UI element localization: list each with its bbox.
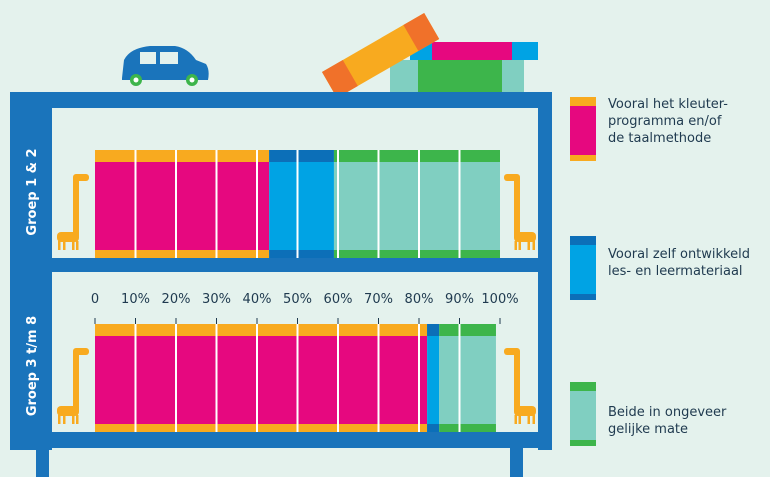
giraffe: [57, 174, 89, 250]
giraffe-leg: [518, 241, 521, 250]
legend-label: Vooral zelf ontwikkeld les- en leermater…: [608, 247, 750, 279]
legend-swatch: [570, 236, 596, 300]
car-decoration: [122, 46, 209, 86]
x-tick-label: 20%: [162, 292, 191, 307]
bar-strip: [439, 424, 496, 432]
giraffe: [504, 348, 536, 424]
bar: [95, 324, 428, 432]
bar-strip: [427, 424, 440, 432]
bar-strip: [269, 250, 334, 258]
bar: [333, 150, 500, 258]
x-tick-label: 70%: [364, 292, 393, 307]
x-tick-label: 30%: [202, 292, 231, 307]
x-tick-label: 100%: [481, 292, 518, 307]
giraffe-leg: [514, 241, 517, 250]
giraffe-decoration: [57, 174, 536, 424]
giraffe-leg: [58, 415, 61, 424]
bar: [269, 150, 334, 258]
legend-label: Vooral het kleuter- programma en/of de t…: [608, 97, 728, 146]
bar-strip: [427, 324, 440, 336]
x-tick-label: 60%: [324, 292, 353, 307]
legend-swatch-strip: [570, 294, 596, 300]
x-tick-label: 40%: [243, 292, 272, 307]
bar-strip: [95, 150, 270, 162]
bar-strip: [439, 324, 496, 336]
legend-swatch-strip: [570, 155, 596, 161]
giraffe-leg: [63, 415, 66, 424]
x-tick-label: 50%: [283, 292, 312, 307]
giraffe-leg: [72, 415, 75, 424]
legend-swatch-strip: [570, 382, 596, 391]
giraffe: [504, 174, 536, 250]
bar-strip: [269, 150, 334, 162]
legend-label: Beide in ongeveer gelijke mate: [608, 405, 727, 437]
legend-swatch-strip: [570, 236, 596, 245]
giraffe-head: [73, 174, 89, 181]
bar-strip: [95, 324, 428, 336]
bar-strip: [95, 250, 270, 258]
shelf: [10, 92, 552, 477]
giraffe-leg: [518, 415, 521, 424]
legend-swatch-strip: [570, 440, 596, 446]
giraffe-leg: [532, 415, 535, 424]
giraffe-leg: [58, 241, 61, 250]
bar: [427, 324, 440, 432]
books-decoration: [322, 13, 538, 98]
giraffe-leg: [63, 241, 66, 250]
bar: [439, 324, 496, 432]
legend-swatch: [570, 382, 596, 446]
x-tick-label: 0: [91, 292, 99, 307]
legend-swatch-strip: [570, 97, 596, 106]
giraffe-leg: [527, 241, 530, 250]
giraffe-neck: [73, 178, 79, 238]
bar-strip: [95, 424, 428, 432]
giraffe-leg: [532, 241, 535, 250]
x-tick-label: 10%: [121, 292, 150, 307]
category-label: Groep 1 & 2: [25, 148, 40, 235]
giraffe-leg: [527, 415, 530, 424]
x-tick-label: 90%: [445, 292, 474, 307]
giraffe-leg: [514, 415, 517, 424]
giraffe: [57, 348, 89, 424]
bar-strip: [333, 250, 500, 258]
giraffe-head: [504, 348, 520, 355]
x-tick-label: 80%: [405, 292, 434, 307]
bar-strip: [333, 150, 500, 162]
giraffe-neck: [73, 352, 79, 412]
giraffe-leg: [76, 415, 79, 424]
giraffe-neck: [514, 178, 520, 238]
giraffe-neck: [514, 352, 520, 412]
giraffe-head: [73, 348, 89, 355]
giraffe-leg: [76, 241, 79, 250]
giraffe-leg: [72, 241, 75, 250]
giraffe-head: [504, 174, 520, 181]
category-label: Groep 3 t/m 8: [25, 316, 40, 416]
legend-swatch: [570, 97, 596, 161]
bar: [95, 150, 270, 258]
